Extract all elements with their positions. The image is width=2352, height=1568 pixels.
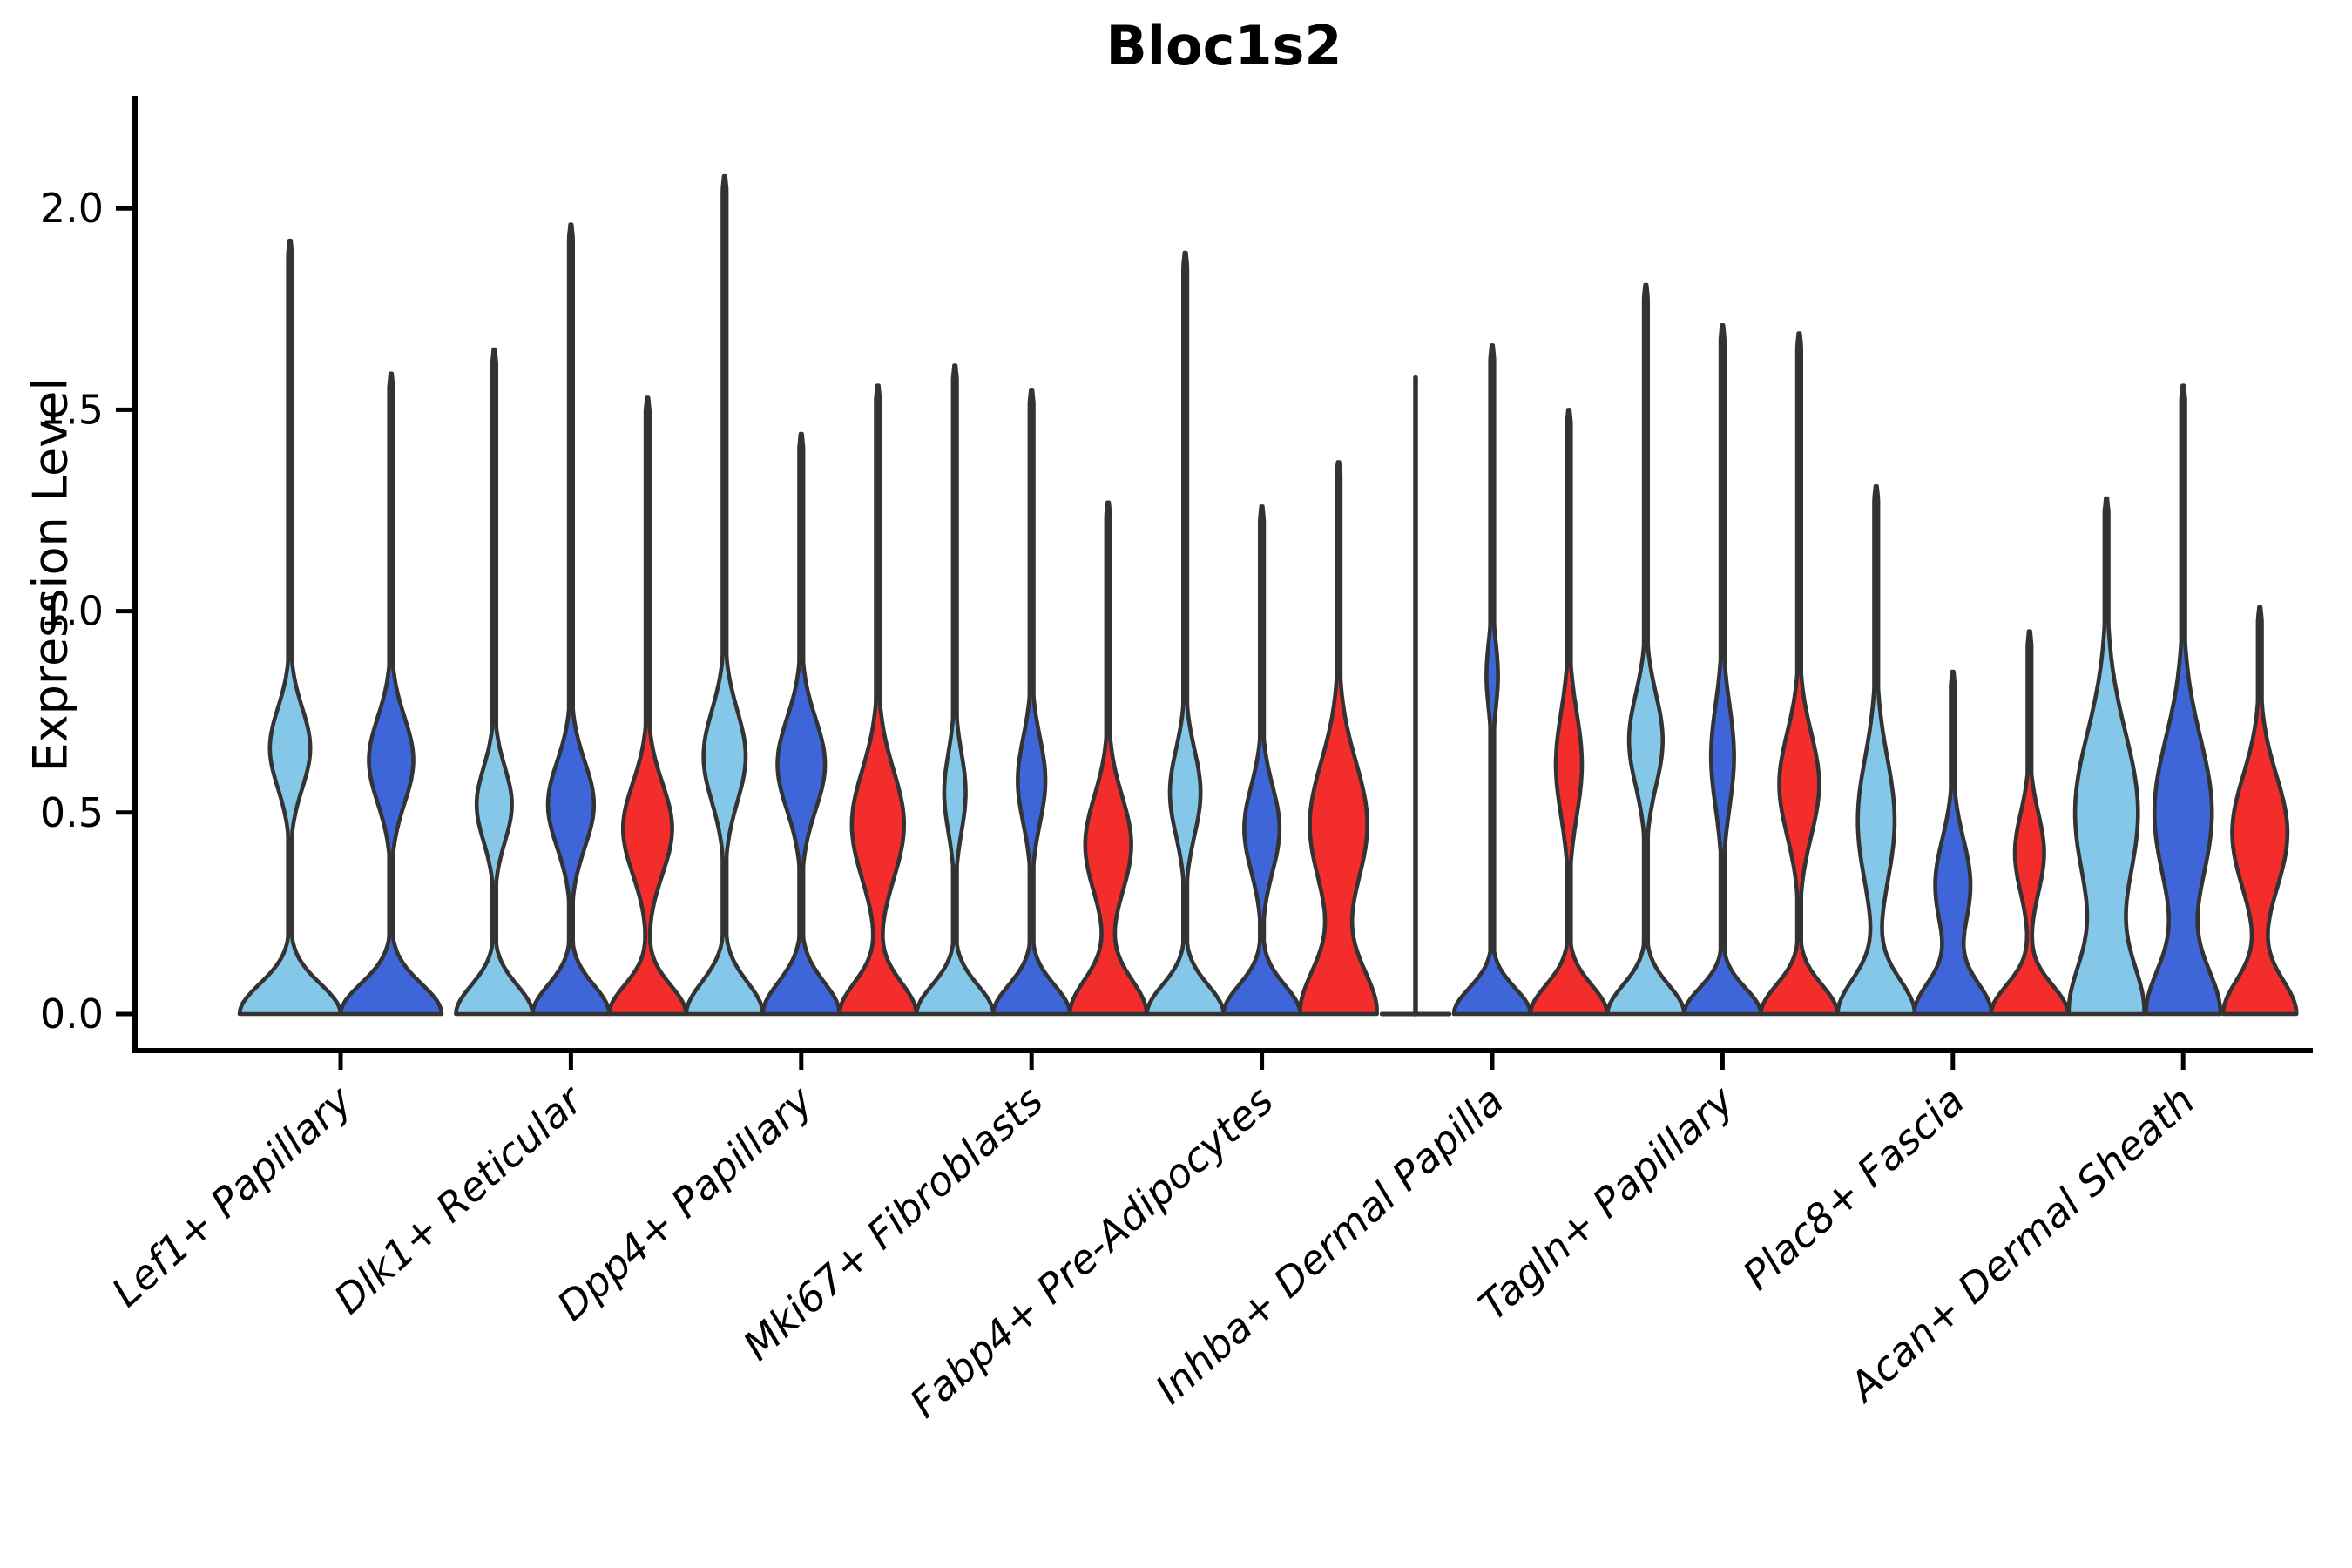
x-tick-label: Plac8+ Fascia [1734, 1077, 1973, 1299]
violin-2-1 [760, 431, 842, 1017]
violin-6-1 [1682, 323, 1763, 1017]
violin-4-2 [1298, 460, 1379, 1017]
y-tick-label: 2.0 [40, 185, 104, 232]
x-tick-label: Dlk1+ Reticular [325, 1075, 593, 1323]
violin-4-1 [1221, 504, 1302, 1017]
violin-8-0 [2066, 496, 2146, 1017]
violin-8-2 [2220, 605, 2299, 1017]
y-tick-label: 1.5 [40, 386, 104, 433]
chart-title: Bloc1s2 [1105, 14, 1342, 78]
violin-1-0 [454, 347, 535, 1017]
violin-6-2 [1759, 331, 1840, 1017]
violin-2-0 [684, 173, 766, 1017]
violin-7-2 [1989, 629, 2071, 1017]
x-tick-label: Tagln+ Papillary [1470, 1077, 1743, 1330]
violin-7-1 [1912, 669, 1994, 1017]
violin-7-0 [1835, 484, 1917, 1017]
violin-2-2 [837, 383, 919, 1017]
violin-1-2 [607, 395, 688, 1017]
x-tick-label: Lef1+ Papillary [103, 1077, 362, 1316]
x-tick-label: Fabp4+ Pre-Adipocytes [901, 1077, 1282, 1427]
violin-1-1 [531, 222, 612, 1017]
violin-3-2 [1067, 500, 1149, 1017]
violin-0-1 [338, 371, 444, 1017]
violin-3-0 [914, 363, 996, 1017]
y-tick-label: 1.0 [40, 588, 104, 635]
y-tick-label: 0.5 [40, 789, 104, 836]
axis-spines [132, 96, 2313, 1053]
violin-5-1 [1451, 343, 1533, 1017]
y-tick-label: 0.0 [40, 990, 104, 1037]
violin-3-1 [990, 388, 1072, 1017]
violin-6-0 [1605, 282, 1686, 1017]
violin-8-1 [2144, 383, 2223, 1017]
violin-0-0 [237, 238, 343, 1017]
violin-5-2 [1528, 408, 1610, 1017]
violin-4-0 [1145, 250, 1226, 1017]
